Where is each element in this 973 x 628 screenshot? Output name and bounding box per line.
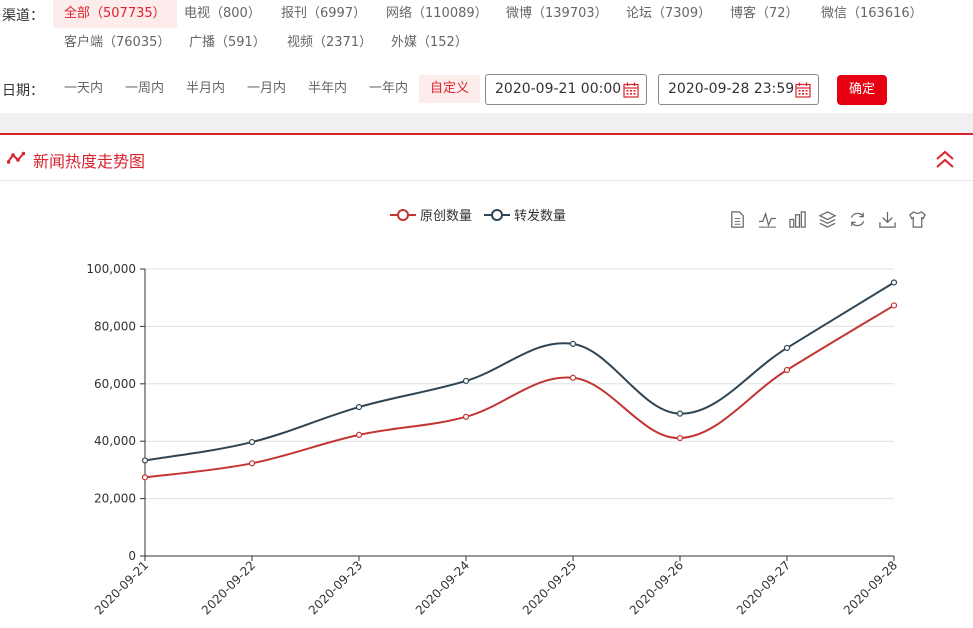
legend-label-original: 原创数量 [420,209,473,224]
trend-icon [7,151,25,164]
data-point-1-1[interactable] [248,438,256,446]
x-tick-label: 2020-09-28 [841,558,900,617]
legend-item-forwarded[interactable]: 转发数量 [484,205,566,224]
collapse-icon[interactable] [934,149,956,171]
filters-channels-chip[interactable]: 广播（591） [189,35,266,50]
filters-channels-chip[interactable]: 全部（507735） [53,0,177,28]
legend-item-original[interactable]: 原创数量 [390,205,472,224]
section-gap [0,113,973,133]
channel-label: 渠道： [2,8,44,24]
filters-date_ranges-chip[interactable]: 半年内 [308,81,348,96]
filters-channels-chip[interactable]: 网络（110089） [386,6,488,21]
y-tick-label: 0 [128,549,136,563]
y-tick-label: 80,000 [94,319,136,333]
data-point-0-7[interactable] [890,302,898,309]
y-tick-label: 100,000 [86,262,136,276]
filters-date_ranges-chip[interactable]: 一年内 [369,81,409,96]
x-tick-label: 2020-09-22 [199,558,258,617]
filters-channels-chip[interactable]: 微博（139703） [506,6,608,21]
series-line-0 [144,304,895,479]
panel-header: 新闻热度走势图 [0,135,973,181]
data-point-1-3[interactable] [462,377,470,385]
data-point-0-1[interactable] [248,460,256,467]
legend-label-forwarded: 转发数量 [514,209,567,224]
data-point-0-3[interactable] [462,413,470,420]
y-tick-label: 40,000 [94,434,136,448]
end-date-value: 2020-09-28 23:59 [668,81,795,97]
line-chart-icon[interactable] [758,210,777,229]
x-tick-label: 2020-09-26 [627,558,686,617]
filters-channels-chip[interactable]: 论坛（7309） [626,6,712,21]
filters-channels-chip[interactable]: 博客（72） [730,6,799,21]
trend-chart: 0 20,000 40,000 60,000 80,000 100,000 2020-09-… [86,262,900,617]
filters-date_ranges-chip[interactable]: 一月内 [247,81,287,96]
data-point-0-5[interactable] [676,434,684,442]
data-point-1-6[interactable] [783,344,791,352]
filters-channels-chip[interactable]: 客户端（76035） [64,35,171,50]
x-tick-label: 2020-09-21 [92,558,151,617]
chart-toolbox [728,210,927,229]
restore-icon[interactable] [848,210,867,229]
x-tick-label: 2020-09-27 [734,558,793,617]
filters-date_ranges-chip[interactable]: 自定义 [419,75,481,103]
legend-marker-forwarded [484,208,511,221]
start-date-value: 2020-09-21 00:00 [495,81,622,97]
x-tick-label: 2020-09-25 [520,558,579,617]
data-point-1-4[interactable] [569,340,577,348]
filters-channels-chip[interactable]: 微信（163616） [821,6,923,21]
filter-area: 渠道： 全部（507735） 电视（800） 报刊（6997） 网络（110089） 微… [0,0,973,113]
data-point-0-2[interactable] [355,431,363,438]
data-view-icon[interactable] [728,210,747,229]
end-date-input[interactable]: 2020-09-28 23:59 [658,74,819,105]
data-point-1-7[interactable] [890,279,898,286]
data-point-1-0[interactable] [141,457,149,464]
theme-icon[interactable] [908,210,927,229]
y-tick-label: 60,000 [94,377,136,391]
chart-legend: 原创数量 转发数量 [390,205,566,224]
panel-title: 新闻热度走势图 [33,152,146,171]
data-point-1-5[interactable] [676,410,684,417]
calendar-icon[interactable] [623,82,639,98]
panel-top-border [0,133,973,135]
x-tick-label: 2020-09-23 [306,558,365,617]
x-tick-label: 2020-09-24 [413,558,472,617]
filters-date_ranges-chip[interactable]: 半月内 [186,81,226,96]
data-point-0-0[interactable] [141,474,149,481]
download-icon[interactable] [878,210,897,229]
filters-channels-chip[interactable]: 视频（2371） [287,35,373,50]
series-line-1 [144,281,895,462]
filters-date_ranges-chip[interactable]: 一周内 [125,81,165,96]
data-point-0-4[interactable] [569,374,577,381]
start-date-input[interactable]: 2020-09-21 00:00 [485,74,647,105]
data-point-1-2[interactable] [355,403,363,411]
legend-marker-original [390,208,416,221]
calendar-icon[interactable] [795,82,811,98]
filters-channels-chip[interactable]: 报刊（6997） [281,6,367,21]
y-tick-label: 20,000 [94,492,136,506]
bar-chart-icon[interactable] [788,210,807,229]
date-label: 日期： [2,83,44,99]
filters-date_ranges-chip[interactable]: 一天内 [64,81,104,96]
data-point-0-6[interactable] [783,366,791,374]
filters-channels-chip[interactable]: 外媒（152） [391,35,468,50]
filters-channels-chip[interactable]: 电视（800） [184,6,261,21]
stack-icon[interactable] [818,210,837,229]
confirm-button[interactable]: 确定 [837,75,887,105]
